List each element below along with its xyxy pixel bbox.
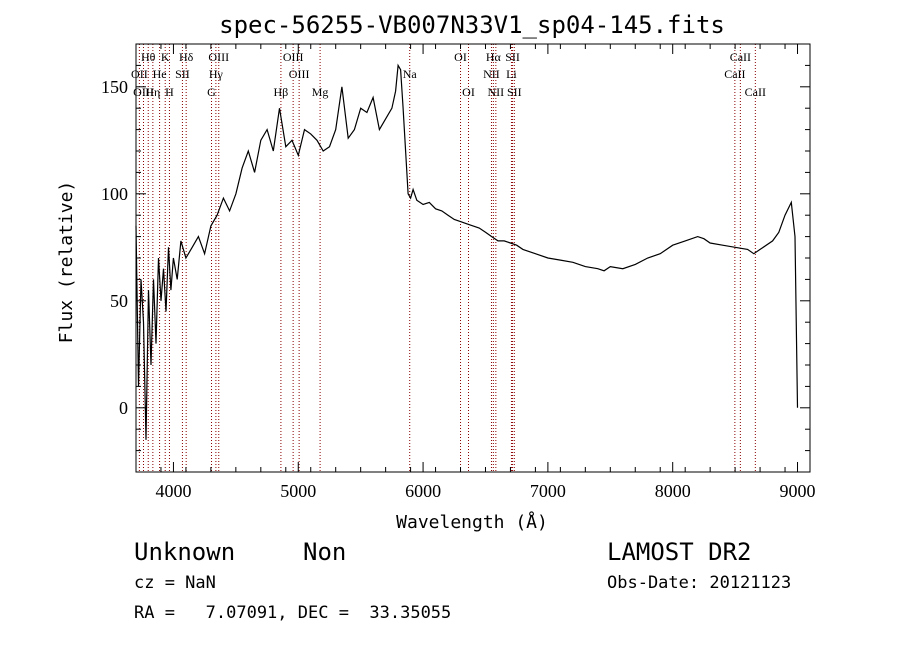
x-tick-label: 8000 [655,481,691,501]
spectral-line-label: OII [131,67,148,81]
spectral-line-label: G [207,85,216,99]
spectral-line-label: Hγ [209,67,224,81]
axis-ticks [135,44,811,472]
spectral-line-label: CaII [745,85,766,99]
x-tick-label: 6000 [405,481,441,501]
spectral-line-label: H [165,85,174,99]
redshift-value: cz = NaN [134,573,216,593]
spectral-line-label: Hη [145,85,160,99]
y-tick-label: 100 [101,184,128,204]
spectral-line-label: NII [483,67,500,81]
plot-frame [135,43,811,473]
spectral-line-label: NII [488,85,505,99]
y-tick-label: 0 [119,398,128,418]
spectral-line-label: OIII [208,50,229,64]
x-tick-label: 4000 [155,481,191,501]
spectral-line-label: Hα [486,50,502,64]
observation-date: Obs-Date: 20121123 [607,573,792,593]
survey-name: LAMOST DR2 [607,538,752,566]
x-tick-label: 7000 [530,481,566,501]
spectral-line-markers [138,44,756,472]
axis-tick-labels: 4000 5000 6000 7000 8000 9000 0 50 100 150 [101,77,816,501]
spectral-line-label: OIII [289,67,310,81]
coordinates: RA = 7.07091, DEC = 33.35055 [134,603,452,623]
spectral-line-label: Li [506,67,517,81]
spectral-line-label: SII [505,50,520,64]
spectral-line-label: CaII [724,67,745,81]
spectral-line-label: OIII [283,50,304,64]
spectral-line-label: Na [403,67,418,81]
spectral-line-label: K [161,50,170,64]
flux-series-line [135,63,799,440]
x-axis-label: Wavelength (Å) [396,511,548,533]
x-tick-label: 5000 [280,481,316,501]
spectral-line-label: OI [454,50,467,64]
chart-title: spec-56255-VB007N33V1_sp04-145.fits [219,11,725,39]
object-class: Unknown [134,538,236,566]
spectral-line-label: Hβ [274,85,289,99]
spectral-line-label: Mg [312,85,329,99]
spectral-line-label: SII [507,85,522,99]
spectral-line-label: He [153,67,167,81]
spectral-line-label: OIII [133,85,154,99]
spectral-line-label: SII [175,67,190,81]
spectral-line-label: OI [462,85,475,99]
x-tick-label: 9000 [780,481,816,501]
spectral-line-label: CaII [730,50,751,64]
spectral-line-label: Hδ [179,50,194,64]
y-tick-label: 50 [110,291,128,311]
y-tick-label: 150 [101,77,128,97]
spectral-line-label: Hθ [141,50,156,64]
object-subclass: Non [303,538,347,566]
y-axis-label: Flux (relative) [56,181,77,344]
